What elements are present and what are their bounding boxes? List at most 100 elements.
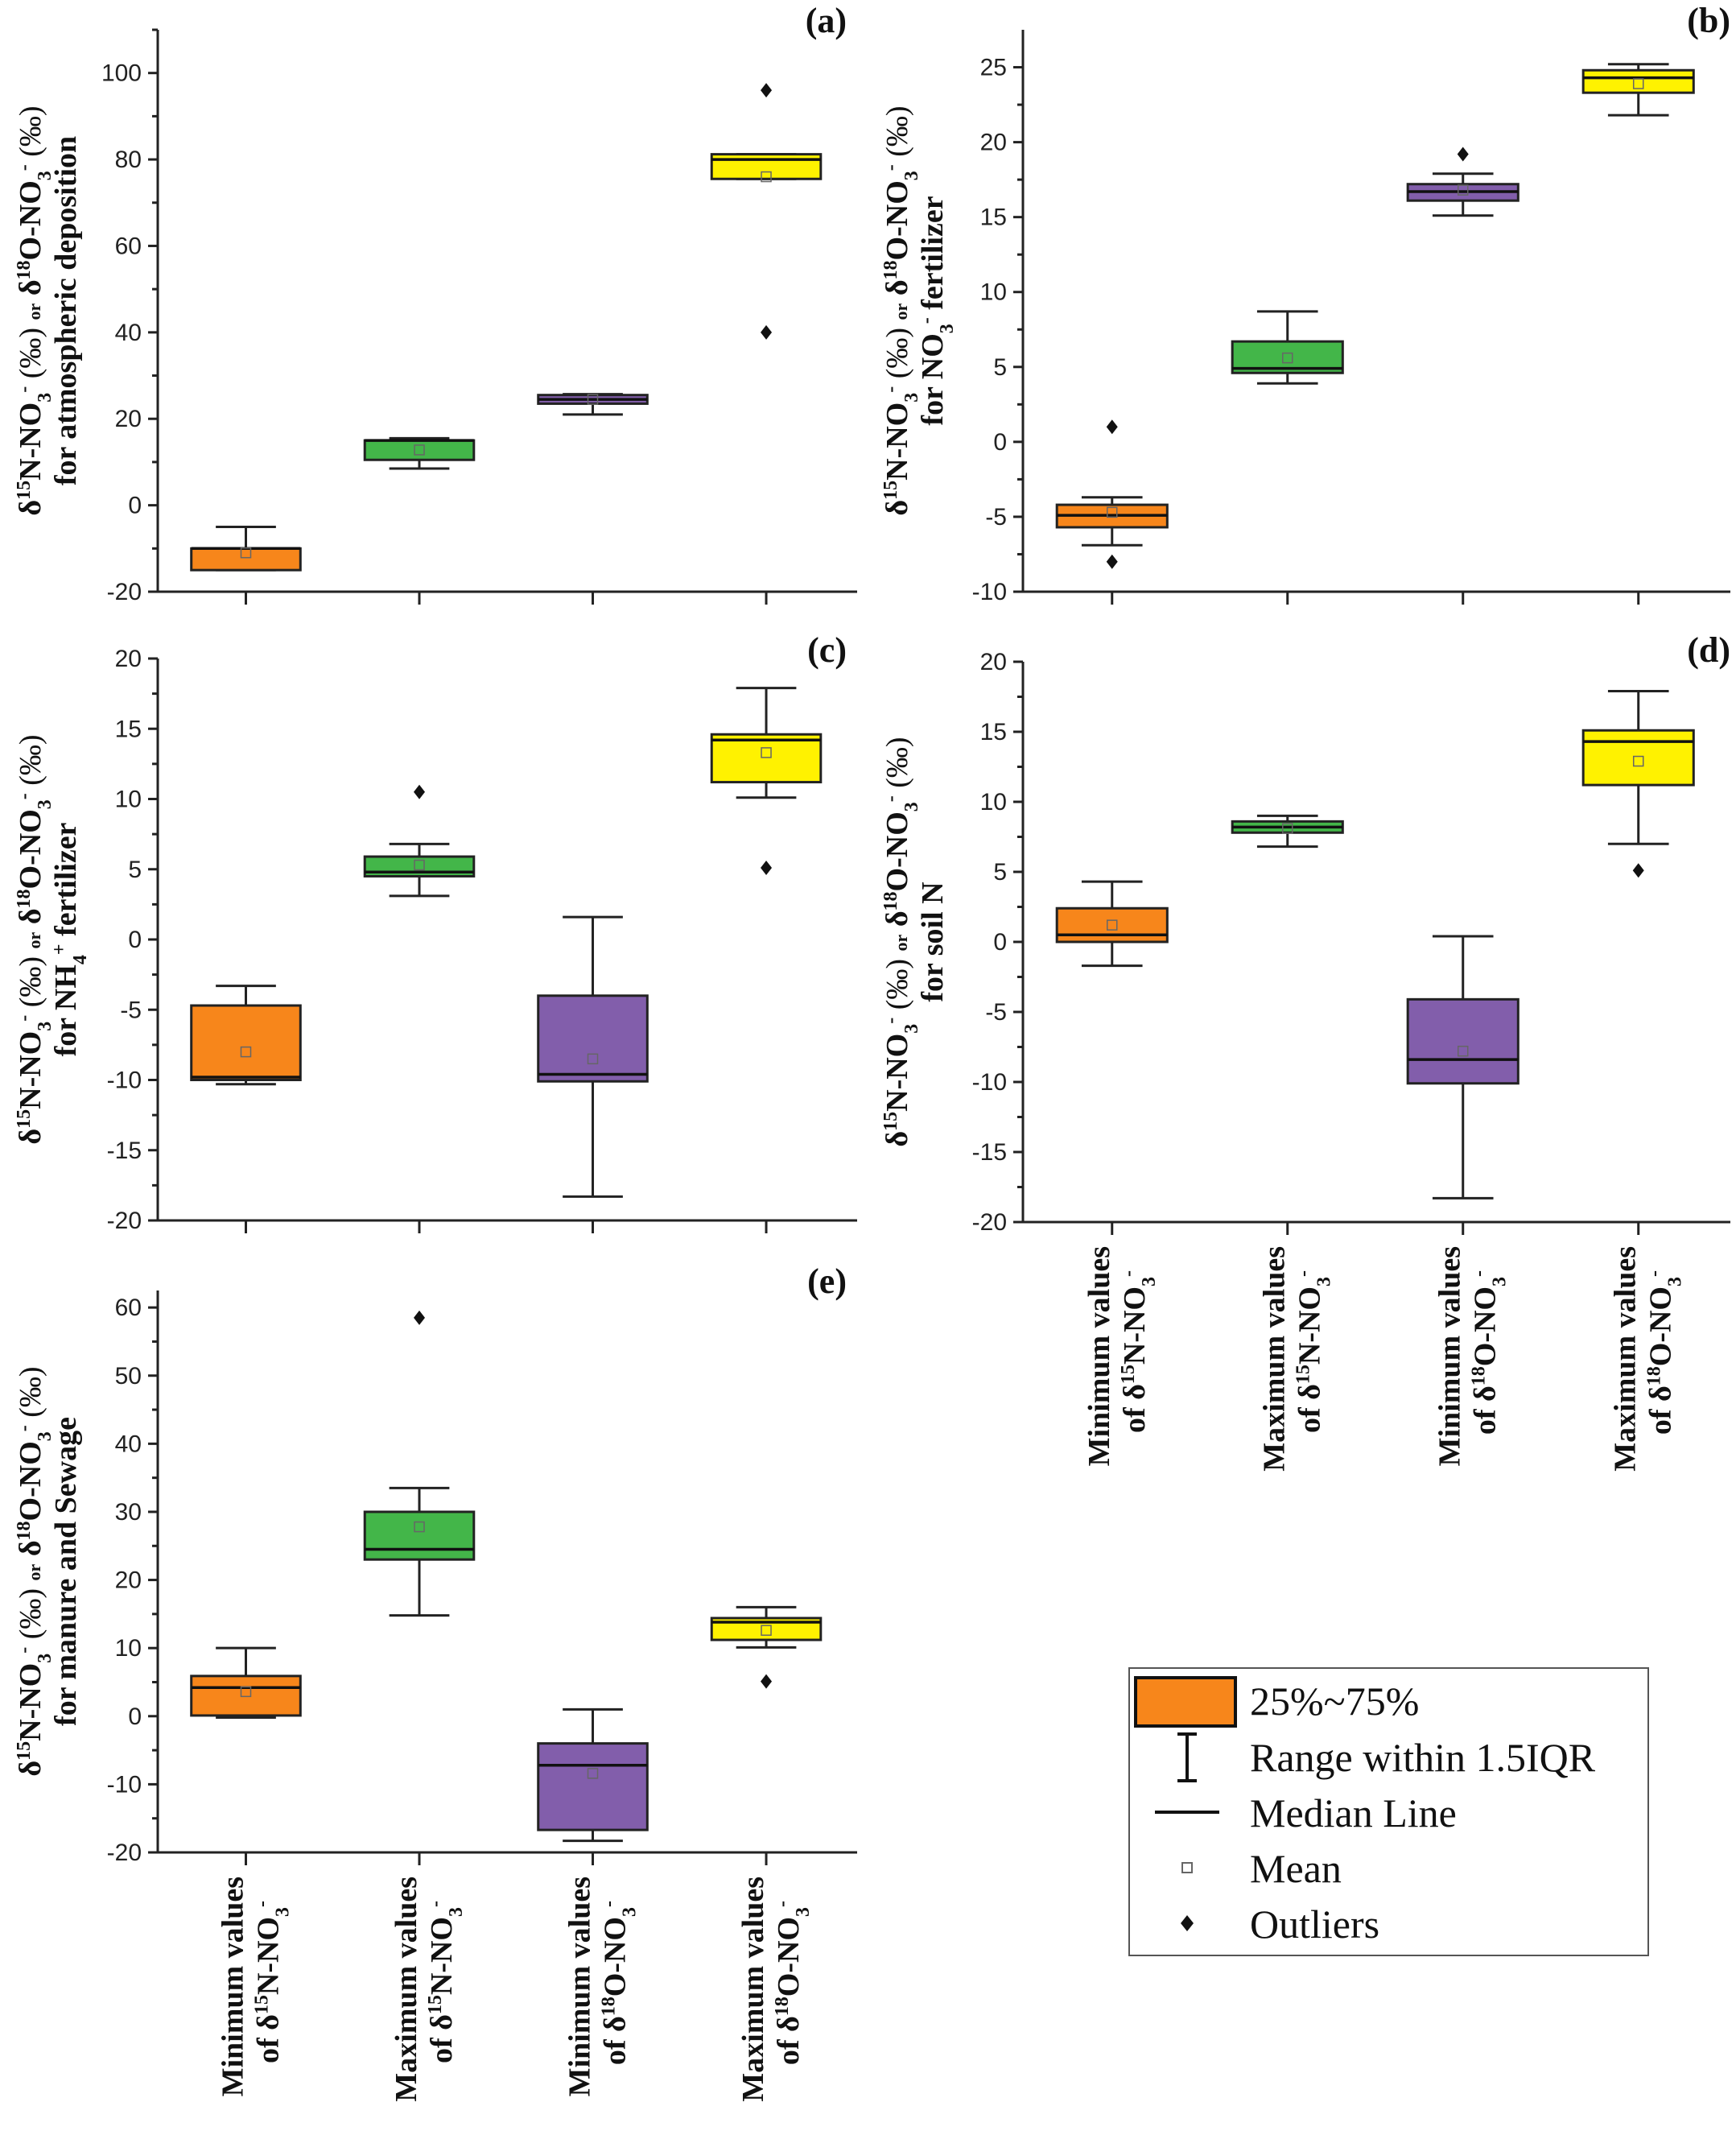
xcat-sup: - bbox=[1644, 1270, 1665, 1277]
ylabel-sup: 18 bbox=[14, 1521, 35, 1540]
y-tick-label: 30 bbox=[115, 1499, 142, 1526]
panel-letter: (c) bbox=[807, 630, 847, 670]
ylabel-part: for NO bbox=[916, 333, 950, 425]
box-min_d18O bbox=[537, 393, 649, 416]
iqr-box bbox=[363, 439, 476, 461]
ylabel-or: or bbox=[891, 303, 911, 320]
xcat-part: of δ bbox=[1118, 1384, 1152, 1433]
y-tick-label: 5 bbox=[128, 857, 142, 883]
ylabel-or: or bbox=[24, 931, 44, 948]
ylabel-part: (‰) bbox=[14, 734, 47, 793]
box-min_d15N bbox=[190, 525, 302, 572]
panel-letter: (a) bbox=[806, 1, 847, 40]
xcat-part: of δ bbox=[1293, 1384, 1327, 1433]
xcat-sup: 18 bbox=[1469, 1366, 1490, 1385]
ylabel-part: (‰) bbox=[14, 1366, 47, 1425]
y-tick-label: 0 bbox=[993, 429, 1007, 456]
y-tick-label: 20 bbox=[115, 406, 142, 432]
iqr-box bbox=[1406, 997, 1520, 1085]
box-max_d15N bbox=[363, 784, 476, 898]
panel-letter: (e) bbox=[807, 1262, 847, 1301]
xcat-part: of δ bbox=[1469, 1385, 1503, 1435]
box-min_d15N bbox=[190, 985, 302, 1086]
xcat-sup: 15 bbox=[425, 1995, 446, 2014]
box-max_d18O bbox=[710, 687, 823, 876]
y-tick-label: 5 bbox=[993, 859, 1007, 886]
y-tick-label: 60 bbox=[115, 233, 142, 259]
box-min_d15N bbox=[190, 1646, 302, 1719]
ylabel-sup: - bbox=[14, 1425, 35, 1431]
y-tick-label: -20 bbox=[107, 579, 142, 605]
legend-label: Median Line bbox=[1250, 1790, 1457, 1835]
x-category-label-line2: of δ18O-NO3- bbox=[1469, 1270, 1511, 1435]
mean-marker bbox=[414, 444, 425, 456]
y-tick-label: -15 bbox=[107, 1138, 142, 1164]
y-tick-label: -5 bbox=[985, 504, 1007, 531]
ylabel-delta: δ bbox=[14, 279, 47, 303]
y-tick-label: 10 bbox=[115, 1635, 142, 1662]
ylabel-sup: - bbox=[880, 1018, 901, 1024]
iqr-box bbox=[537, 1742, 649, 1831]
ylabel-sup: 15 bbox=[14, 1741, 35, 1761]
ylabel-sup: - bbox=[880, 386, 901, 393]
mean-marker bbox=[1107, 919, 1118, 931]
xcat-part: N-NO bbox=[1118, 1286, 1152, 1365]
ylabel-sub: 3 bbox=[901, 393, 922, 403]
y-tick-label: 20 bbox=[115, 646, 142, 672]
xcat-sup: - bbox=[772, 1901, 793, 1907]
iqr-box bbox=[190, 547, 302, 572]
ylabel-or: or bbox=[24, 303, 44, 320]
box-max_d15N bbox=[1231, 310, 1344, 385]
xcat-sub: 3 bbox=[1139, 1277, 1160, 1286]
xcat-line1: Minimum values bbox=[1433, 1246, 1467, 1466]
xcat-sup: - bbox=[1293, 1270, 1314, 1277]
ylabel-part: (‰) bbox=[880, 737, 914, 795]
x-category-label-line2: of δ18O-NO3- bbox=[1644, 1270, 1686, 1435]
ylabel-delta: δ bbox=[880, 911, 914, 934]
outlier-point bbox=[414, 1310, 426, 1325]
ylabel-sub: 3 bbox=[901, 1024, 922, 1034]
ylabel-delta: δ bbox=[14, 1129, 47, 1145]
iqr-box bbox=[190, 1004, 302, 1082]
xcat-sup: 18 bbox=[1644, 1366, 1665, 1385]
legend-item: Outliers bbox=[1181, 1902, 1379, 1947]
outlier-point bbox=[761, 1674, 773, 1689]
mean-marker bbox=[1457, 184, 1469, 196]
xcat-sup: 15 bbox=[251, 1995, 272, 2014]
y-axis-label-line2: for atmospheric deposition bbox=[49, 136, 83, 485]
y-tick-label: 0 bbox=[128, 493, 142, 519]
x-category-label-line2: of δ18O-NO3- bbox=[772, 1901, 814, 2065]
ylabel-sup: - bbox=[14, 1647, 35, 1654]
ylabel-part: O-NO bbox=[14, 180, 47, 260]
ylabel-part: (‰) bbox=[14, 105, 47, 164]
mean-marker bbox=[414, 859, 425, 871]
y-tick-label: 15 bbox=[115, 716, 142, 742]
xcat-line1: Maximum values bbox=[736, 1877, 770, 2102]
ylabel-sup: 18 bbox=[880, 891, 901, 911]
xcat-line1: Minimum values bbox=[216, 1877, 249, 2096]
xcat-sup: 18 bbox=[599, 1997, 620, 2016]
y-tick-label: -20 bbox=[972, 1209, 1007, 1236]
ylabel-part: for manure and Sewage bbox=[49, 1417, 83, 1726]
ylabel-delta: δ bbox=[14, 1540, 47, 1563]
ylabel-or: or bbox=[24, 1563, 44, 1580]
ylabel-part: (‰) bbox=[880, 105, 914, 164]
x-category-label-line2: of δ15N-NO3- bbox=[1118, 1270, 1160, 1433]
ylabel-sub: 3 bbox=[35, 171, 56, 180]
ylabel-part: O-NO bbox=[880, 811, 914, 891]
legend-label: Outliers bbox=[1250, 1902, 1379, 1947]
xcat-line1: Minimum values bbox=[1082, 1246, 1116, 1466]
x-category-label-line2: of δ18O-NO3- bbox=[599, 1901, 641, 2065]
ylabel-sup: 15 bbox=[14, 1109, 35, 1129]
y-tick-label: 0 bbox=[128, 1703, 142, 1730]
xcat-sub: 3 bbox=[1490, 1277, 1511, 1286]
y-axis-label: δ15N-NO3- (‰) or δ18O-NO3- (‰) bbox=[880, 105, 922, 515]
xcat-sup: - bbox=[251, 1901, 272, 1907]
ylabel-sub: 3 bbox=[35, 1431, 56, 1441]
iqr-box bbox=[1055, 906, 1169, 944]
y-tick-label: 80 bbox=[115, 147, 142, 173]
xcat-sub: 3 bbox=[1314, 1277, 1335, 1286]
ylabel-part: O-NO bbox=[14, 1441, 47, 1521]
